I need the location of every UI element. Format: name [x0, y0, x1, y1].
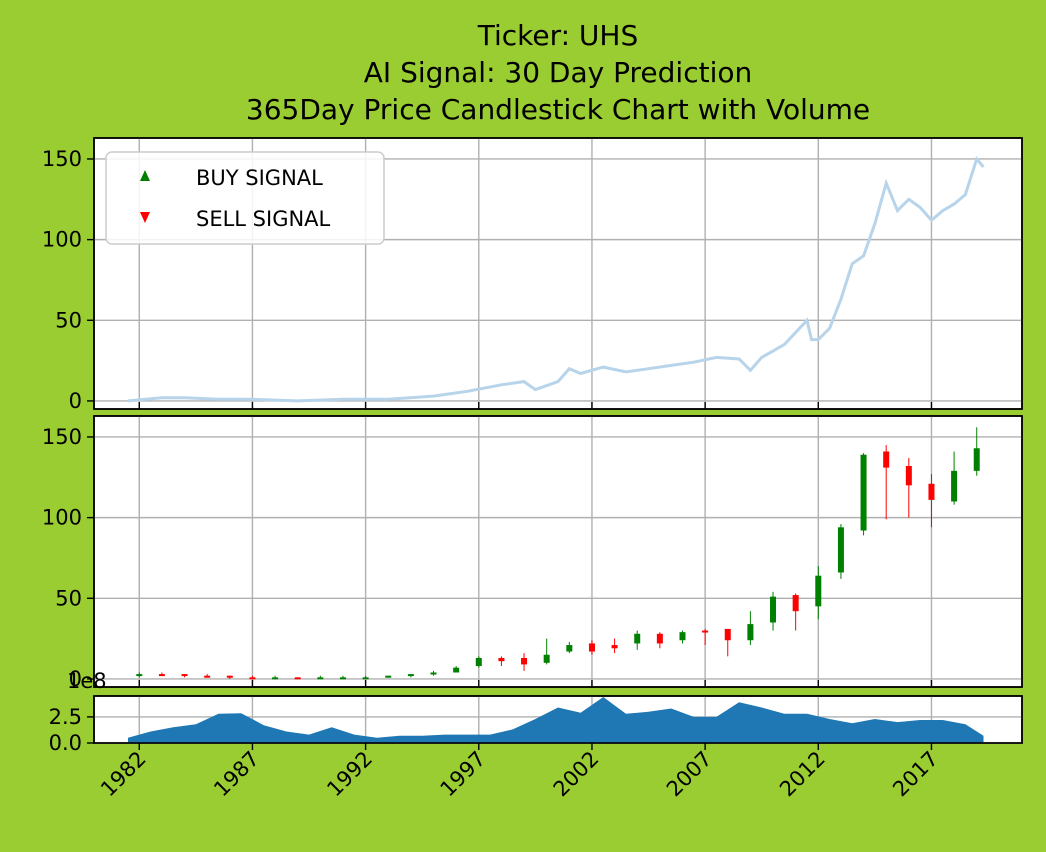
candle-gridlines [94, 416, 1022, 687]
candle-body-2018 [951, 470, 958, 502]
legend-sell-label: SELL SIGNAL [196, 207, 331, 231]
candle-body-2004 [634, 633, 641, 644]
candle-ytick-label-100: 100 [42, 506, 82, 530]
candle-body-1982 [136, 674, 143, 677]
candle-body-2019 [973, 448, 980, 471]
candle-body-1999 [521, 657, 528, 665]
volume-y-tick-labels: 0.02.5 [49, 705, 94, 755]
candle-ytick-label-50: 50 [55, 586, 82, 610]
candle-body-1988 [272, 677, 279, 680]
candle-body-2009 [747, 624, 754, 641]
candle-body-2005 [656, 633, 663, 644]
candle-body-2013 [837, 527, 844, 573]
candle-body-2002 [588, 643, 595, 652]
volume-frame [93, 695, 1023, 744]
candle-body-1984 [181, 674, 188, 677]
candle-body-2008 [724, 628, 731, 641]
price-y-tick-labels: 0 50 100 150 [42, 147, 94, 413]
candle-frame [93, 415, 1023, 688]
candle-body-2011 [792, 595, 799, 612]
legend-box [105, 151, 385, 245]
price-gridlines [94, 138, 1022, 409]
candle-body-1985 [204, 675, 211, 678]
candle-body-1983 [158, 674, 165, 677]
candlestick-panel: 0 50 100 150 [42, 415, 1023, 691]
candle-body-1996 [453, 667, 460, 673]
x-tick-label-1997: 1997 [436, 747, 491, 802]
chart-title-line2: AI Signal: 30 Day Prediction [364, 56, 752, 89]
candle-body-2015 [883, 451, 890, 468]
x-tick-label-2017: 2017 [888, 747, 943, 802]
candle-body-2007 [702, 630, 709, 633]
price-frame [93, 137, 1023, 410]
x-tick-label-2002: 2002 [549, 747, 604, 802]
chart-title-line3: 365Day Price Candlestick Chart with Volu… [246, 93, 870, 126]
x-tick-label-1992: 1992 [322, 747, 377, 802]
candle-plot-area [93, 415, 1023, 688]
price-ytick-label-0: 0 [69, 389, 82, 413]
candle-body-1989 [294, 677, 301, 680]
candle-body-1997 [475, 657, 482, 667]
candle-body-2017 [928, 483, 935, 500]
candle-body-2000 [543, 654, 550, 663]
price-ytick-label-50: 50 [55, 308, 82, 332]
candle-y-tick-labels: 0 50 100 150 [42, 425, 94, 691]
volume-ytick-label-0.0: 0.0 [49, 731, 82, 755]
candle-body-1986 [226, 675, 233, 678]
price-line [127, 155, 985, 403]
volume-area [128, 697, 984, 743]
x-tick-label-2012: 2012 [775, 747, 830, 802]
candle-body-1994 [407, 674, 414, 677]
candle-body-2001 [566, 645, 573, 652]
chart-title-line1: Ticker: UHS [477, 19, 639, 52]
legend-buy-label: BUY SIGNAL [196, 166, 323, 190]
volume-exponent-label: 1e8 [67, 669, 107, 693]
x-tick-label-1987: 1987 [209, 747, 264, 802]
candle-ytick-label-150: 150 [42, 425, 82, 449]
candle-ytick-label-0: 0 [69, 667, 82, 691]
candlesticks [136, 427, 980, 680]
legend: BUY SIGNAL SELL SIGNAL [105, 151, 385, 245]
candle-body-1995 [430, 672, 437, 675]
sell-signal-marker-icon [140, 212, 150, 223]
candle-body-2016 [905, 466, 912, 486]
price-panel: 0 50 100 150 BUY SIGNAL SELL SIGNAL [42, 137, 1023, 413]
volume-ytick-label-2.5: 2.5 [49, 705, 82, 729]
x-tick-label-1982: 1982 [96, 747, 151, 802]
candle-body-1998 [498, 657, 505, 662]
price-ytick-label-150: 150 [42, 147, 82, 171]
candle-body-1993 [385, 675, 392, 678]
candle-body-2003 [611, 645, 618, 649]
volume-panel: 0.02.5 1e8 [49, 669, 1023, 755]
candle-body-2012 [815, 575, 822, 607]
x-tick-label-2007: 2007 [662, 747, 717, 802]
buy-signal-marker-icon [140, 170, 150, 181]
candle-body-2010 [770, 596, 777, 623]
candle-body-1987 [249, 677, 256, 680]
candle-body-1991 [339, 677, 346, 680]
candle-body-2014 [860, 454, 867, 531]
price-ytick-label-100: 100 [42, 228, 82, 252]
candle-body-1992 [362, 677, 369, 680]
candle-body-2006 [679, 632, 686, 641]
candle-body-1990 [317, 677, 324, 680]
